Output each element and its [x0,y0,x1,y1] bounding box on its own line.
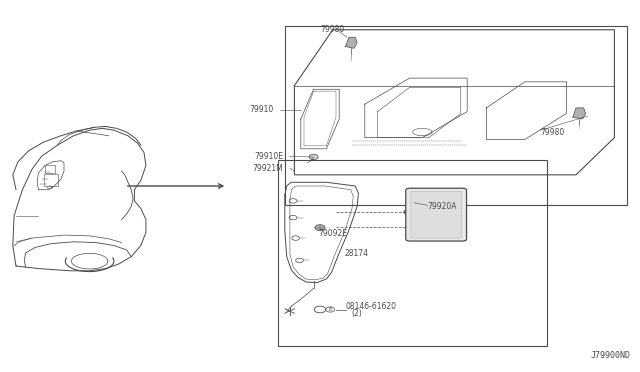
Text: B: B [328,307,332,312]
FancyBboxPatch shape [411,191,461,238]
Text: 79092E: 79092E [319,229,348,238]
Bar [278,160,547,346]
Bar [285,26,627,205]
Circle shape [315,225,325,231]
Text: (2): (2) [351,309,362,318]
Text: 79980: 79980 [320,25,344,34]
Polygon shape [346,37,357,48]
Text: 79980: 79980 [541,128,565,137]
Text: 79910: 79910 [249,105,273,114]
Text: 79920A: 79920A [428,202,457,211]
FancyBboxPatch shape [406,188,467,241]
Polygon shape [573,108,586,119]
Bar [45,165,55,173]
Text: 79910E: 79910E [255,152,284,161]
Text: 28174: 28174 [344,249,369,258]
Text: 08146-61620: 08146-61620 [346,302,397,311]
Text: 79921M: 79921M [253,164,284,173]
Text: J79900ND: J79900ND [590,351,630,360]
Bar [44,174,58,186]
Circle shape [404,209,413,215]
Circle shape [309,154,318,160]
